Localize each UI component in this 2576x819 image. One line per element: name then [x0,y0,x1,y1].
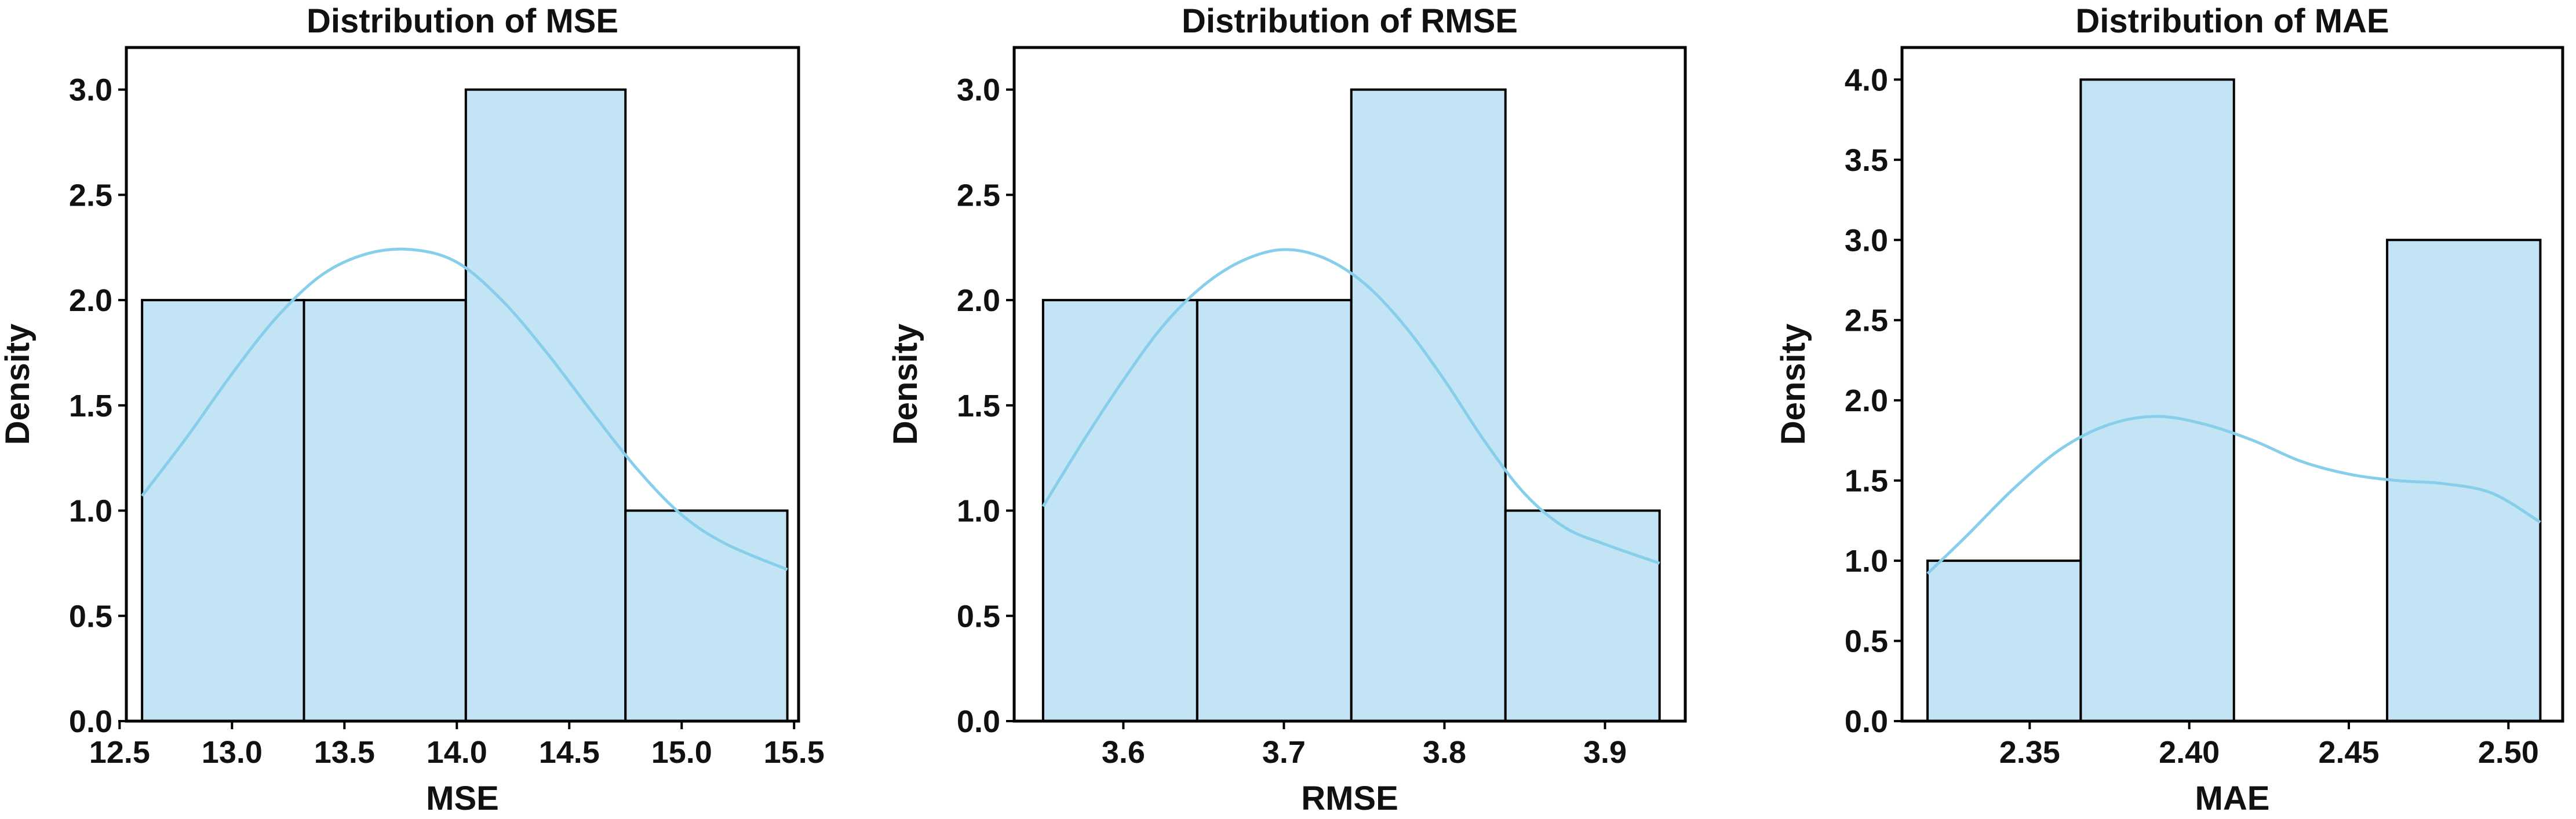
mse-histogram-panel: 12.5 13.0 13.5 14.0 14.5 15.0 15.5 0.0 0.5 1.0 1.5… [0,2,825,817]
rmse-y-tick-label: 2.5 [957,178,1000,213]
mae-y-tick-label: 4.0 [1845,63,1888,97]
mae-y-tick-label: 2.0 [1845,383,1888,418]
rmse-y-tick-label: 2.0 [957,283,1000,318]
mae-x-tick-label: 2.40 [2159,735,2220,770]
mse-chart-title: Distribution of MSE [307,2,618,40]
rmse-y-tick-label: 3.0 [957,73,1000,108]
rmse-x-tick-label: 3.7 [1262,735,1306,770]
rmse-bar-4 [1504,509,1661,722]
rmse-y-tick-label: 0.5 [957,599,1000,634]
mae-y-tick-label: 2.5 [1845,304,1888,338]
mae-bar-1 [1926,560,2082,722]
rmse-bar-2 [1196,299,1353,722]
rmse-histogram-panel: 3.6 3.7 3.8 3.9 0.0 0.5 1.0 1.5 2.0 2.5 3.0 Distrib… [887,2,1687,817]
mse-x-tick-label: 15.5 [764,735,825,770]
mse-y-tick-label: 2.0 [69,283,112,318]
mse-x-tick-label: 14.5 [539,735,600,770]
mse-y-axis-label: Density [0,324,37,445]
mae-histogram-panel: 2.35 2.40 2.45 2.50 0.0 0.5 1.0 1.5 2.0 2.5 3.0 3.5… [1775,2,2564,817]
mse-kde-curve [141,247,788,571]
mse-x-axis-label: MSE [426,780,499,817]
mse-bar-2 [303,299,467,722]
mse-x-tick-label: 13.0 [202,735,263,770]
mse-y-tick-label: 1.5 [69,389,112,423]
mae-y-tick-label: 3.5 [1845,143,1888,178]
rmse-y-axis-label: Density [887,324,924,445]
mse-y-tick-label: 0.0 [69,704,112,739]
mae-bar-2 [2079,78,2235,722]
mae-y-tick-label: 0.5 [1845,624,1888,659]
rmse-chart-title: Distribution of RMSE [1182,2,1518,40]
rmse-y-tick-label: 1.5 [957,389,1000,423]
rmse-x-tick-label: 3.9 [1583,735,1627,770]
mse-y-tick-label: 1.0 [69,494,112,529]
mse-x-tick-label: 14.0 [427,735,487,770]
mae-x-tick-label: 2.35 [1999,735,2060,770]
mae-y-tick-label: 1.0 [1845,544,1888,579]
mse-axes-frame [125,46,800,723]
mae-x-tick-label: 2.50 [2478,735,2539,770]
rmse-kde-curve [1041,248,1660,565]
mae-chart-title: Distribution of MAE [2075,2,2389,40]
rmse-x-tick-label: 3.8 [1423,735,1466,770]
rmse-axes-frame [1012,46,1687,723]
rmse-y-tick-label: 1.0 [957,494,1000,529]
mse-y-tick-label: 0.5 [69,599,112,634]
rmse-bar-1 [1041,299,1198,722]
mae-y-tick-label: 0.0 [1845,704,1888,739]
mae-y-tick-label: 1.5 [1845,464,1888,499]
mae-axes-frame [1900,46,2564,723]
rmse-x-tick-label: 3.6 [1102,735,1145,770]
mse-bar-4 [624,509,789,722]
mse-bar-3 [464,88,627,722]
mae-y-axis-label: Density [1775,324,1812,445]
mse-y-tick-label: 3.0 [69,73,112,108]
mse-y-tick-label: 2.5 [69,178,112,213]
rmse-y-tick-label: 0.0 [957,704,1000,739]
rmse-x-axis-label: RMSE [1301,780,1398,817]
rmse-bar-3 [1350,88,1507,722]
mse-x-tick-label: 15.0 [651,735,712,770]
mae-y-tick-label: 3.0 [1845,223,1888,258]
mse-x-tick-label: 13.5 [314,735,375,770]
mse-bar-1 [141,299,305,722]
mae-x-tick-label: 2.45 [2318,735,2379,770]
mae-x-axis-label: MAE [2195,780,2270,817]
mse-x-tick-label: 12.5 [89,735,150,770]
mae-kde-curve [1926,415,2541,575]
